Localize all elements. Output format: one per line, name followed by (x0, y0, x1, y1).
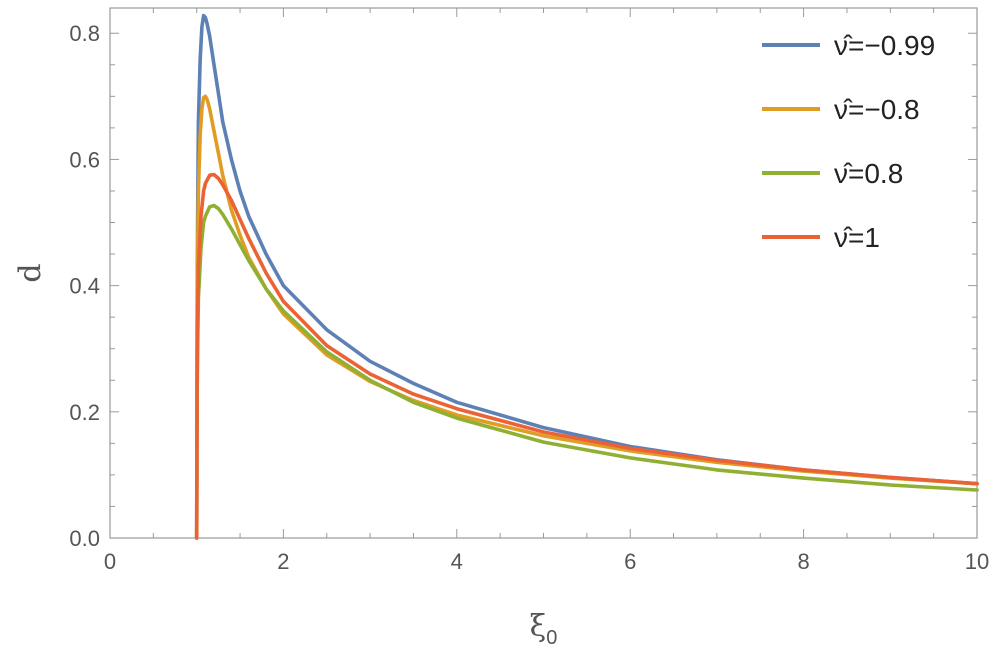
y-tick-label: 0.0 (69, 526, 100, 551)
x-tick-label: 6 (624, 549, 636, 574)
x-axis-label-main: ξ (530, 609, 547, 644)
legend-label: ν̂=−0.99 (834, 30, 935, 61)
y-tick-label: 0.6 (69, 147, 100, 172)
series-line-1 (194, 13, 979, 540)
series-line-4 (194, 172, 979, 540)
y-tick-label: 0.4 (69, 274, 100, 299)
x-tick-label: 10 (965, 549, 989, 574)
x-axis-label-subscript: 0 (546, 627, 557, 649)
plot-border (109, 7, 978, 539)
series-line-3 (194, 203, 979, 540)
y-axis-ticks: 0.0 0.2 0.4 0.6 0.8 (69, 21, 977, 551)
y-tick-label: 0.2 (69, 400, 100, 425)
x-tick-label: 2 (277, 549, 289, 574)
x-tick-label: 0 (104, 549, 116, 574)
plot-frame (109, 7, 978, 539)
x-axis-label: ξ0 (530, 609, 558, 649)
series-line-2 (194, 94, 979, 540)
y-axis-label: d (13, 263, 48, 282)
legend-label: ν̂=1 (834, 222, 880, 253)
legend-label: ν̂=0.8 (834, 158, 903, 189)
legend: ν̂=−0.99 ν̂=−0.8 ν̂=0.8 ν̂=1 (762, 30, 935, 253)
legend-label: ν̂=−0.8 (834, 94, 920, 125)
x-tick-label: 4 (451, 549, 463, 574)
series-lines (194, 13, 979, 540)
x-axis-ticks: 0 2 4 6 8 10 (104, 8, 989, 574)
y-tick-label: 0.8 (69, 21, 100, 46)
x-tick-label: 8 (797, 549, 809, 574)
